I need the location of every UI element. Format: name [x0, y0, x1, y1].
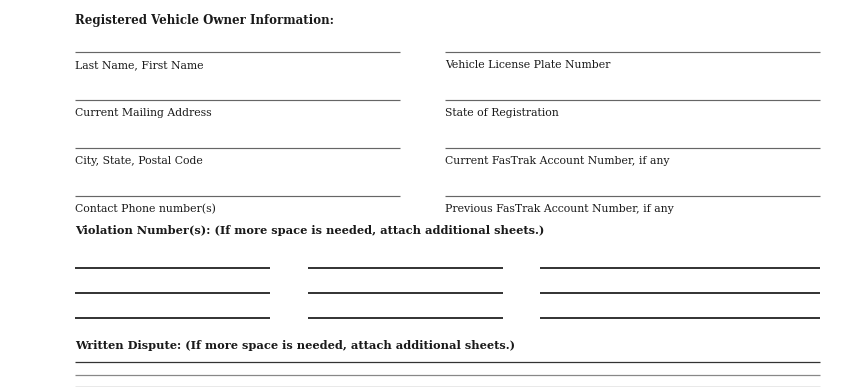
Text: City, State, Postal Code: City, State, Postal Code: [75, 156, 203, 166]
Text: Current Mailing Address: Current Mailing Address: [75, 108, 212, 118]
Text: Violation Number(s): (If more space is needed, attach additional sheets.): Violation Number(s): (If more space is n…: [75, 225, 544, 236]
Text: State of Registration: State of Registration: [445, 108, 558, 118]
Text: Current FasTrak Account Number, if any: Current FasTrak Account Number, if any: [445, 156, 670, 166]
Text: Contact Phone number(s): Contact Phone number(s): [75, 204, 216, 214]
Text: Written Dispute: (If more space is needed, attach additional sheets.): Written Dispute: (If more space is neede…: [75, 340, 515, 351]
Text: Previous FasTrak Account Number, if any: Previous FasTrak Account Number, if any: [445, 204, 674, 214]
Text: Vehicle License Plate Number: Vehicle License Plate Number: [445, 60, 610, 70]
Text: Last Name, First Name: Last Name, First Name: [75, 60, 203, 70]
Text: Registered Vehicle Owner Information:: Registered Vehicle Owner Information:: [75, 14, 334, 27]
